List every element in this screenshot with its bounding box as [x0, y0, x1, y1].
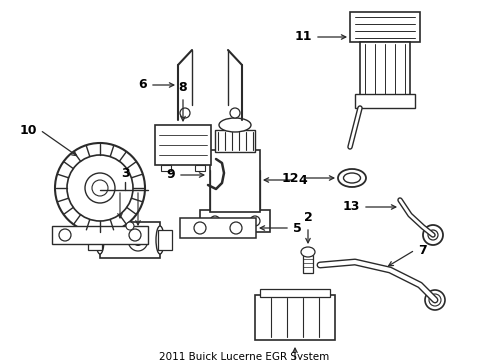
Bar [161, 165, 171, 171]
Circle shape [427, 230, 437, 240]
Text: 10: 10 [20, 123, 37, 136]
Circle shape [194, 222, 205, 234]
Circle shape [428, 294, 440, 306]
Circle shape [229, 222, 242, 234]
Bar [354, 94, 414, 108]
Ellipse shape [337, 169, 365, 187]
Text: 7: 7 [417, 243, 426, 256]
Circle shape [126, 222, 134, 230]
Bar [200, 210, 269, 232]
Bar [180, 218, 256, 238]
Bar [260, 289, 329, 297]
Bar [88, 230, 102, 250]
Bar [303, 255, 312, 273]
Ellipse shape [301, 247, 314, 257]
Text: 2011 Buick Lucerne EGR System: 2011 Buick Lucerne EGR System [159, 352, 328, 360]
Circle shape [85, 173, 115, 203]
Bar [349, 12, 419, 42]
Ellipse shape [128, 229, 148, 251]
Text: 2: 2 [303, 211, 312, 224]
Circle shape [209, 216, 220, 226]
Ellipse shape [219, 118, 250, 132]
Circle shape [55, 143, 145, 233]
Ellipse shape [343, 173, 360, 183]
Ellipse shape [156, 226, 163, 254]
Circle shape [59, 229, 71, 241]
Text: 11: 11 [294, 31, 311, 44]
Circle shape [424, 290, 444, 310]
Bar [100, 222, 160, 258]
Bar [158, 230, 172, 250]
Text: 8: 8 [178, 81, 187, 94]
Circle shape [129, 229, 141, 241]
Text: 5: 5 [292, 221, 301, 234]
Text: 12: 12 [281, 171, 298, 184]
Ellipse shape [96, 226, 104, 254]
Bar [155, 125, 210, 165]
Circle shape [92, 180, 108, 196]
Circle shape [422, 225, 442, 245]
Text: 4: 4 [297, 174, 306, 186]
Circle shape [180, 108, 190, 118]
Text: 3: 3 [121, 167, 129, 180]
Ellipse shape [133, 234, 142, 246]
Circle shape [67, 155, 133, 221]
Text: 9: 9 [166, 168, 175, 181]
Text: 6: 6 [138, 78, 147, 91]
Circle shape [229, 108, 240, 118]
Text: 13: 13 [342, 201, 359, 213]
Bar [215, 130, 254, 152]
Bar [195, 165, 204, 171]
Bar [254, 295, 334, 340]
Bar [209, 150, 260, 212]
Bar [359, 42, 409, 97]
Circle shape [249, 216, 260, 226]
Bar [52, 226, 148, 244]
